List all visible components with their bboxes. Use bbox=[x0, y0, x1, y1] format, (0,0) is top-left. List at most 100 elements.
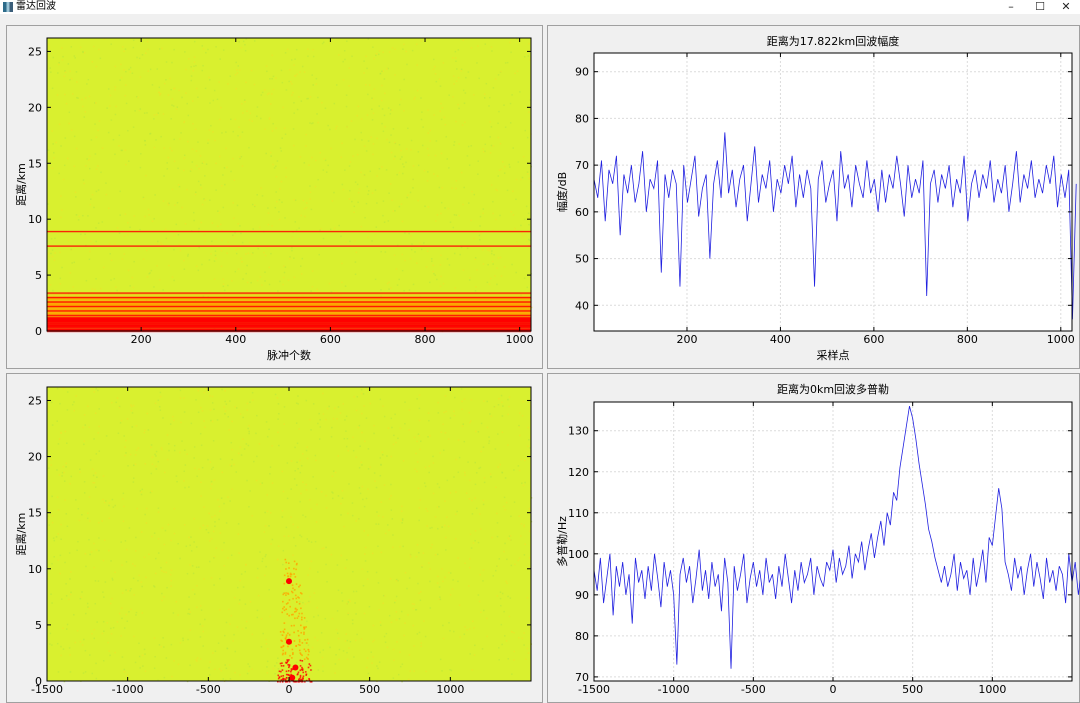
noise-speck bbox=[72, 93, 74, 95]
noise-speck bbox=[208, 129, 211, 131]
y-tick-label: 50 bbox=[575, 253, 589, 266]
noise-speck bbox=[373, 424, 375, 427]
noise-speck bbox=[75, 499, 77, 501]
noise-speck bbox=[468, 585, 470, 587]
noise-speck bbox=[125, 163, 127, 166]
noise-speck bbox=[177, 167, 179, 170]
chart-title: 距离为0km回波多普勒 bbox=[777, 382, 889, 396]
noise-speck bbox=[407, 614, 409, 616]
noise-speck bbox=[355, 520, 357, 522]
noise-speck bbox=[424, 205, 426, 208]
noise-speck bbox=[97, 165, 99, 167]
noise-speck bbox=[310, 208, 313, 211]
noise-speck bbox=[275, 191, 277, 193]
noise-speck bbox=[436, 214, 439, 216]
close-button[interactable]: ✕ bbox=[1061, 0, 1071, 13]
noise-speck bbox=[453, 476, 455, 478]
noise-speck bbox=[240, 573, 243, 575]
doppler-streak-speck bbox=[298, 649, 301, 652]
noise-speck bbox=[272, 122, 274, 125]
noise-speck bbox=[520, 232, 523, 235]
noise-speck bbox=[491, 536, 493, 539]
noise-speck bbox=[372, 46, 374, 48]
noise-speck bbox=[500, 275, 503, 277]
noise-speck bbox=[346, 639, 349, 642]
doppler-streak-speck bbox=[290, 613, 293, 616]
noise-speck bbox=[220, 223, 222, 226]
noise-speck bbox=[197, 389, 200, 392]
noise-speck bbox=[247, 663, 249, 665]
noise-speck bbox=[203, 506, 205, 508]
doppler-streak-speck bbox=[304, 671, 307, 673]
noise-speck bbox=[258, 226, 261, 229]
noise-speck bbox=[455, 180, 458, 182]
noise-speck bbox=[66, 391, 69, 393]
noise-speck bbox=[362, 584, 365, 587]
noise-speck bbox=[299, 71, 301, 73]
noise-speck bbox=[213, 584, 215, 586]
noise-speck bbox=[213, 556, 216, 558]
noise-speck bbox=[194, 128, 197, 131]
noise-speck bbox=[173, 87, 175, 90]
noise-speck bbox=[468, 497, 471, 500]
noise-speck bbox=[271, 482, 274, 484]
noise-speck bbox=[192, 100, 194, 102]
noise-speck bbox=[507, 537, 510, 540]
noise-speck bbox=[415, 555, 418, 558]
noise-speck bbox=[103, 501, 106, 504]
noise-speck bbox=[355, 613, 357, 615]
noise-speck bbox=[229, 500, 231, 502]
noise-speck bbox=[374, 234, 377, 236]
noise-speck bbox=[394, 155, 396, 158]
noise-speck bbox=[293, 64, 295, 66]
noise-speck bbox=[209, 461, 212, 463]
noise-speck bbox=[345, 241, 347, 243]
noise-speck bbox=[341, 592, 343, 594]
noise-speck bbox=[161, 448, 163, 451]
noise-speck bbox=[412, 607, 415, 610]
noise-speck bbox=[448, 264, 451, 266]
noise-speck bbox=[213, 479, 216, 481]
noise-speck bbox=[265, 421, 268, 423]
noise-speck bbox=[469, 277, 471, 279]
noise-speck bbox=[234, 118, 237, 121]
noise-speck bbox=[223, 406, 226, 408]
x-tick-label: 1000 bbox=[978, 683, 1006, 695]
noise-speck bbox=[209, 661, 211, 663]
noise-speck bbox=[303, 207, 306, 210]
noise-speck bbox=[62, 648, 65, 650]
noise-speck bbox=[488, 440, 491, 442]
noise-speck bbox=[233, 217, 235, 219]
minimize-button[interactable]: – bbox=[1008, 0, 1014, 13]
noise-speck bbox=[164, 529, 167, 532]
noise-speck bbox=[110, 633, 113, 635]
noise-speck bbox=[308, 600, 311, 603]
noise-speck bbox=[173, 532, 176, 535]
noise-speck bbox=[288, 601, 291, 603]
noise-speck bbox=[53, 295, 55, 297]
noise-speck bbox=[512, 190, 514, 193]
noise-speck bbox=[352, 570, 354, 573]
noise-speck bbox=[432, 264, 434, 267]
noise-speck bbox=[493, 405, 496, 408]
noise-speck bbox=[228, 429, 230, 431]
noise-speck bbox=[475, 430, 477, 433]
noise-speck bbox=[394, 74, 396, 76]
noise-speck bbox=[520, 458, 523, 461]
noise-speck bbox=[223, 167, 226, 169]
noise-speck bbox=[358, 467, 361, 469]
noise-speck bbox=[173, 248, 175, 251]
noise-speck bbox=[360, 225, 363, 228]
noise-speck bbox=[264, 271, 266, 273]
noise-speck bbox=[490, 144, 493, 147]
noise-speck bbox=[373, 432, 375, 435]
noise-speck bbox=[194, 467, 196, 470]
noise-speck bbox=[105, 182, 107, 184]
doppler-streak-speck bbox=[299, 676, 302, 678]
doppler-streak-speck bbox=[278, 670, 281, 673]
noise-speck bbox=[223, 502, 225, 505]
noise-speck bbox=[175, 475, 178, 477]
noise-speck bbox=[148, 214, 150, 216]
doppler-streak-speck bbox=[282, 678, 285, 681]
maximize-button[interactable]: ☐ bbox=[1035, 0, 1045, 13]
